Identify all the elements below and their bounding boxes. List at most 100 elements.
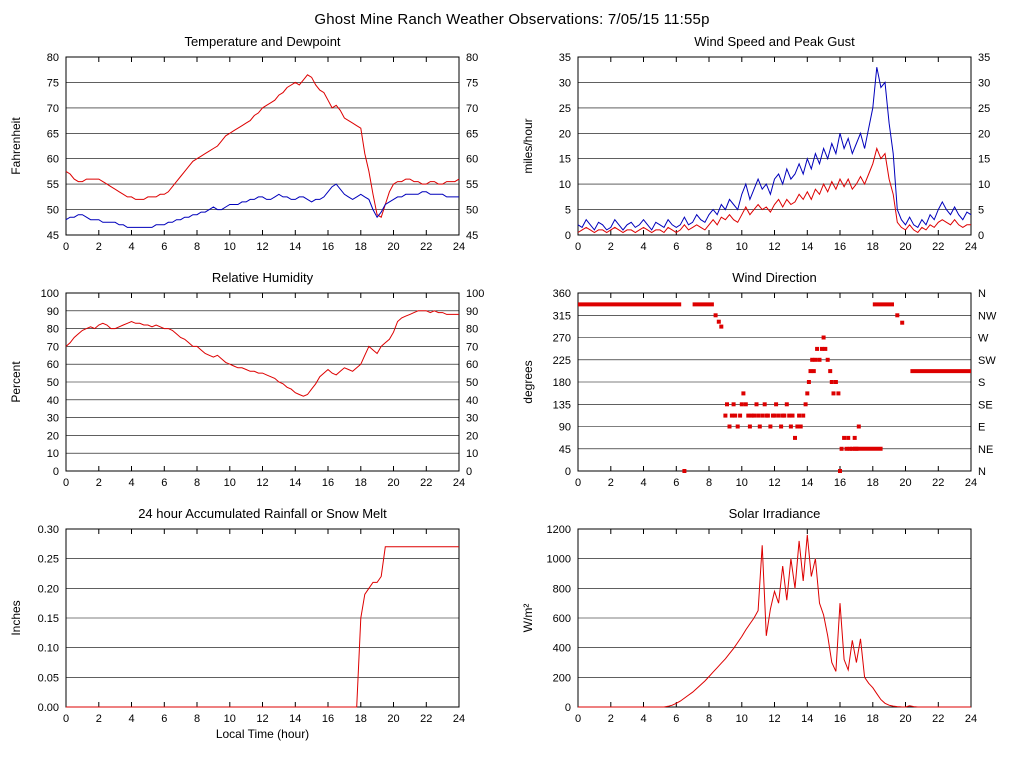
svg-text:0.20: 0.20 — [37, 583, 58, 595]
svg-text:6: 6 — [161, 713, 167, 725]
svg-text:4: 4 — [640, 241, 646, 253]
svg-text:12: 12 — [768, 477, 780, 489]
svg-text:315: 315 — [552, 310, 570, 322]
panel-temperature-dewpoint: 0 2 4 6 8 10 12 14 16 18 20 22 24 45 45 50 50 55 55 60 60 65 6… — [0, 33, 512, 269]
svg-text:14: 14 — [801, 713, 813, 725]
svg-text:Local Time (hour): Local Time (hour) — [215, 727, 308, 741]
svg-text:miles/hour: miles/hour — [521, 118, 535, 173]
svg-text:24: 24 — [452, 477, 464, 489]
svg-text:16: 16 — [833, 477, 845, 489]
svg-text:8: 8 — [193, 477, 199, 489]
svg-text:10: 10 — [46, 448, 58, 460]
svg-text:14: 14 — [289, 713, 301, 725]
svg-text:40: 40 — [466, 395, 478, 407]
svg-text:W/m²: W/m² — [521, 604, 535, 633]
svg-text:10: 10 — [978, 179, 990, 191]
svg-text:NW: NW — [978, 310, 997, 322]
svg-text:16: 16 — [321, 241, 333, 253]
svg-text:0: 0 — [978, 230, 984, 242]
svg-text:2: 2 — [95, 713, 101, 725]
svg-text:70: 70 — [46, 103, 58, 115]
svg-text:135: 135 — [552, 399, 570, 411]
svg-text:8: 8 — [193, 241, 199, 253]
svg-text:degrees: degrees — [521, 360, 535, 403]
svg-text:600: 600 — [552, 613, 570, 625]
svg-text:18: 18 — [866, 713, 878, 725]
svg-text:6: 6 — [161, 477, 167, 489]
svg-text:8: 8 — [705, 477, 711, 489]
svg-text:0: 0 — [574, 477, 580, 489]
svg-text:0.05: 0.05 — [37, 672, 58, 684]
svg-text:S: S — [978, 377, 985, 389]
svg-text:10: 10 — [223, 477, 235, 489]
svg-text:NE: NE — [978, 444, 993, 456]
svg-text:40: 40 — [46, 395, 58, 407]
svg-text:4: 4 — [640, 713, 646, 725]
svg-text:SE: SE — [978, 399, 993, 411]
svg-text:30: 30 — [466, 413, 478, 425]
svg-text:0: 0 — [574, 713, 580, 725]
svg-text:W: W — [978, 333, 989, 345]
svg-text:18: 18 — [354, 477, 366, 489]
svg-text:24: 24 — [964, 241, 976, 253]
svg-text:Percent: Percent — [9, 361, 23, 403]
svg-text:1000: 1000 — [546, 554, 570, 566]
svg-text:50: 50 — [466, 205, 478, 217]
svg-text:22: 22 — [420, 713, 432, 725]
svg-text:0: 0 — [574, 241, 580, 253]
svg-text:Solar Irradiance: Solar Irradiance — [728, 506, 820, 521]
svg-text:200: 200 — [552, 672, 570, 684]
svg-text:10: 10 — [466, 448, 478, 460]
panel-wind-direction: 0 2 4 6 8 10 12 14 16 18 20 22 24 0 N 45 NE 90 E 135 SE 180 S 2… — [512, 269, 1024, 505]
svg-text:Temperature and Dewpoint: Temperature and Dewpoint — [184, 34, 340, 49]
page-title: Ghost Mine Ranch Weather Observations: 7… — [314, 11, 710, 28]
svg-text:18: 18 — [866, 241, 878, 253]
svg-text:8: 8 — [705, 241, 711, 253]
svg-text:0: 0 — [466, 466, 472, 478]
svg-text:18: 18 — [866, 477, 878, 489]
svg-text:45: 45 — [46, 230, 58, 242]
svg-text:35: 35 — [558, 52, 570, 64]
svg-text:0: 0 — [564, 466, 570, 478]
svg-text:0.00: 0.00 — [37, 702, 58, 714]
svg-text:Fahrenheit: Fahrenheit — [9, 117, 23, 175]
svg-text:60: 60 — [46, 154, 58, 166]
svg-text:E: E — [978, 422, 985, 434]
svg-text:5: 5 — [978, 205, 984, 217]
svg-text:24: 24 — [964, 477, 976, 489]
svg-text:0: 0 — [62, 241, 68, 253]
svg-text:Inches: Inches — [9, 600, 23, 635]
svg-text:16: 16 — [833, 713, 845, 725]
svg-text:10: 10 — [558, 179, 570, 191]
svg-text:12: 12 — [256, 241, 268, 253]
svg-text:80: 80 — [46, 324, 58, 336]
svg-text:20: 20 — [387, 477, 399, 489]
svg-text:0: 0 — [52, 466, 58, 478]
panel-rainfall: 0 2 4 6 8 10 12 14 16 18 20 22 24 0.00 0.05 0.10 0.15 0.2… — [0, 505, 512, 741]
svg-text:270: 270 — [552, 333, 570, 345]
svg-text:70: 70 — [466, 103, 478, 115]
svg-text:14: 14 — [289, 241, 301, 253]
svg-text:20: 20 — [466, 430, 478, 442]
svg-text:30: 30 — [46, 413, 58, 425]
svg-text:4: 4 — [640, 477, 646, 489]
svg-text:180: 180 — [552, 377, 570, 389]
svg-text:45: 45 — [558, 444, 570, 456]
svg-text:20: 20 — [558, 128, 570, 140]
svg-text:70: 70 — [466, 341, 478, 353]
svg-text:65: 65 — [46, 128, 58, 140]
svg-text:14: 14 — [289, 477, 301, 489]
svg-text:55: 55 — [466, 179, 478, 191]
svg-text:25: 25 — [978, 103, 990, 115]
svg-text:50: 50 — [46, 205, 58, 217]
svg-text:2: 2 — [607, 477, 613, 489]
svg-text:80: 80 — [466, 324, 478, 336]
svg-text:8: 8 — [705, 713, 711, 725]
svg-text:60: 60 — [466, 154, 478, 166]
svg-text:75: 75 — [46, 77, 58, 89]
svg-text:22: 22 — [420, 477, 432, 489]
svg-text:1200: 1200 — [546, 524, 570, 536]
svg-text:Wind Direction: Wind Direction — [732, 270, 817, 285]
